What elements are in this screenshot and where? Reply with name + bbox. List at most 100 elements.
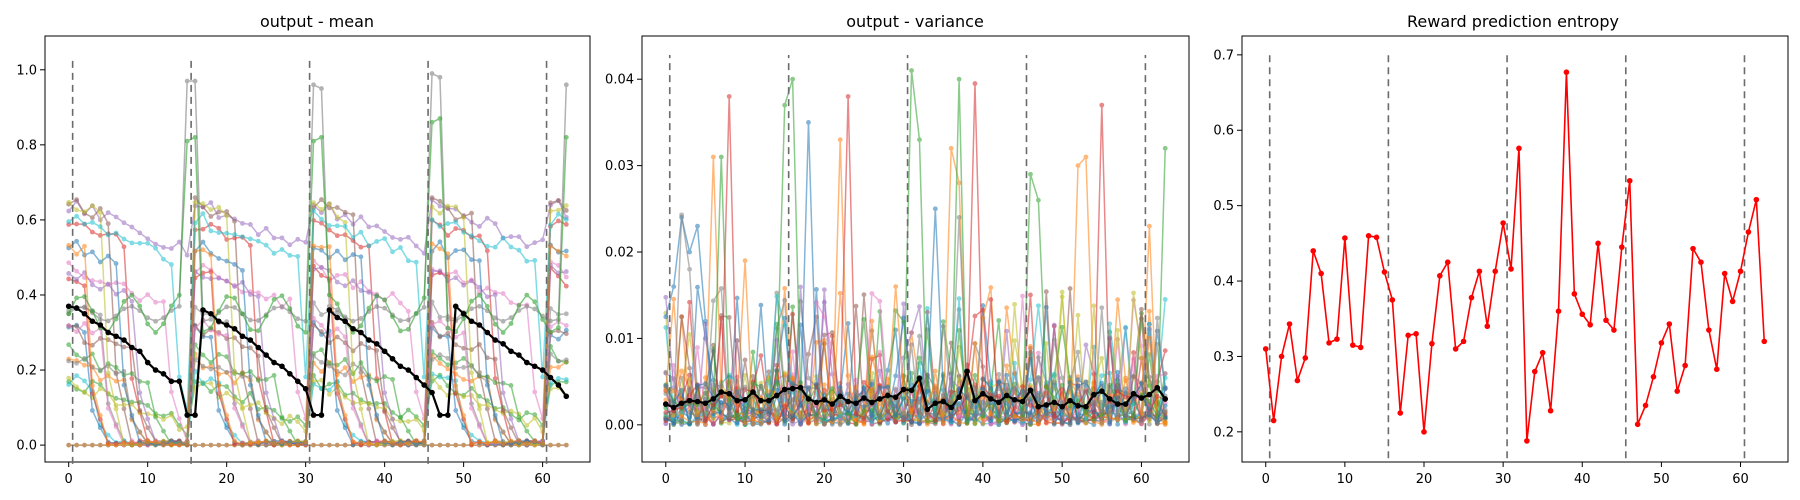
peak-series-point	[216, 308, 222, 314]
entropy-series-point	[1437, 272, 1443, 279]
unit-series-point	[469, 233, 474, 239]
unit-series-point	[66, 276, 72, 282]
unit-series-point	[326, 223, 332, 228]
unit-series-point	[398, 300, 403, 306]
unit-series-point	[1035, 375, 1041, 381]
unit-series-point	[679, 314, 685, 320]
unit-series-point	[563, 253, 569, 259]
unit-series-point	[145, 380, 151, 386]
unit-series-point	[516, 247, 522, 253]
peak-series-point	[311, 82, 316, 88]
mean-series-point	[310, 412, 317, 418]
unit-series-point	[334, 205, 340, 210]
unit-series-point	[97, 425, 103, 431]
unit-series-point	[924, 421, 930, 427]
x-tick-label: 30	[297, 472, 314, 487]
mean-series-point	[318, 412, 325, 418]
spike-series-point	[980, 403, 986, 409]
entropy-series-point	[1547, 407, 1554, 414]
unit-series-point	[374, 438, 380, 444]
spike-series-point	[1051, 421, 1057, 427]
entropy-series-point	[1421, 429, 1427, 435]
unit-series-point	[176, 374, 182, 380]
unit-series-point	[429, 241, 435, 247]
unit-series-point	[461, 215, 467, 221]
spike-series-point	[1020, 388, 1025, 394]
mean-series-point	[916, 375, 923, 381]
mean-series-point	[948, 404, 954, 411]
mean-series-point	[694, 398, 701, 405]
unit-series-point	[1091, 303, 1097, 309]
unit-series-point	[279, 247, 285, 252]
unit-series-point	[500, 390, 506, 396]
unit-series-line	[68, 376, 567, 433]
peak-series-point	[121, 306, 127, 312]
unit-series-point	[255, 412, 261, 418]
unit-series-point	[161, 442, 166, 448]
unit-series-point	[89, 229, 95, 235]
unit-series-point	[176, 442, 182, 448]
unit-series-point	[556, 375, 561, 381]
unit-series-point	[319, 347, 324, 353]
unit-series-point	[89, 249, 95, 255]
peak-series-point	[469, 306, 474, 312]
spike-series-point	[742, 258, 748, 264]
peak-series-point	[524, 292, 530, 298]
spike-series-point	[972, 81, 978, 86]
peak-series-point	[311, 138, 316, 144]
unit-series-point	[255, 232, 261, 238]
entropy-series-point	[1318, 270, 1324, 277]
spike-series-point	[1035, 393, 1041, 399]
spike-series-point	[861, 421, 867, 427]
unit-series-point	[97, 206, 103, 211]
unit-series-point	[437, 246, 443, 252]
peak-series-point	[429, 119, 435, 125]
unit-series-point	[208, 376, 214, 382]
unit-series-point	[168, 246, 174, 251]
mean-series-point	[924, 406, 931, 413]
spike-series-point	[806, 420, 811, 426]
unit-series-point	[972, 373, 978, 378]
unit-series-point	[66, 442, 72, 448]
unit-series-point	[445, 330, 451, 336]
unit-series-point	[358, 214, 364, 220]
unit-series-point	[453, 248, 459, 253]
spike-series-point	[988, 418, 994, 424]
unit-series-point	[437, 352, 443, 358]
entropy-series-point	[1729, 298, 1736, 305]
spike-series-point	[758, 414, 764, 419]
entropy-series-point	[1571, 291, 1578, 297]
unit-series-point	[492, 221, 498, 227]
unit-series-point	[1131, 374, 1136, 379]
unit-series-point	[247, 345, 253, 351]
spike-series-point	[1139, 418, 1144, 424]
mean-series-point	[294, 378, 301, 385]
unit-series-point	[718, 419, 724, 425]
unit-series-point	[790, 349, 796, 355]
spike-series-point	[798, 390, 803, 396]
unit-series-point	[161, 417, 166, 422]
spike-series-point	[766, 406, 772, 412]
spike-series-point	[790, 413, 796, 419]
unit-series-point	[334, 279, 340, 285]
unit-series-point	[563, 357, 569, 363]
unit-series-point	[726, 314, 732, 320]
unit-series-point	[240, 220, 245, 226]
peak-series-point	[461, 316, 467, 322]
entropy-series-point	[1500, 220, 1506, 226]
peak-series-point	[145, 315, 151, 321]
spike-series-point	[980, 386, 986, 392]
unit-series-point	[350, 235, 356, 240]
unit-series-point	[563, 208, 569, 213]
spike-series-point	[1146, 410, 1152, 416]
unit-series-point	[413, 417, 419, 422]
unit-series-point	[129, 440, 135, 445]
spike-series-point	[1115, 395, 1121, 400]
unit-series-point	[996, 318, 1002, 323]
mean-series-point	[247, 337, 254, 343]
unit-series-point	[82, 320, 87, 326]
entropy-series-point	[1539, 349, 1546, 356]
spike-series-point	[829, 386, 835, 391]
unit-series-point	[137, 442, 143, 448]
unit-series-point	[153, 245, 158, 251]
